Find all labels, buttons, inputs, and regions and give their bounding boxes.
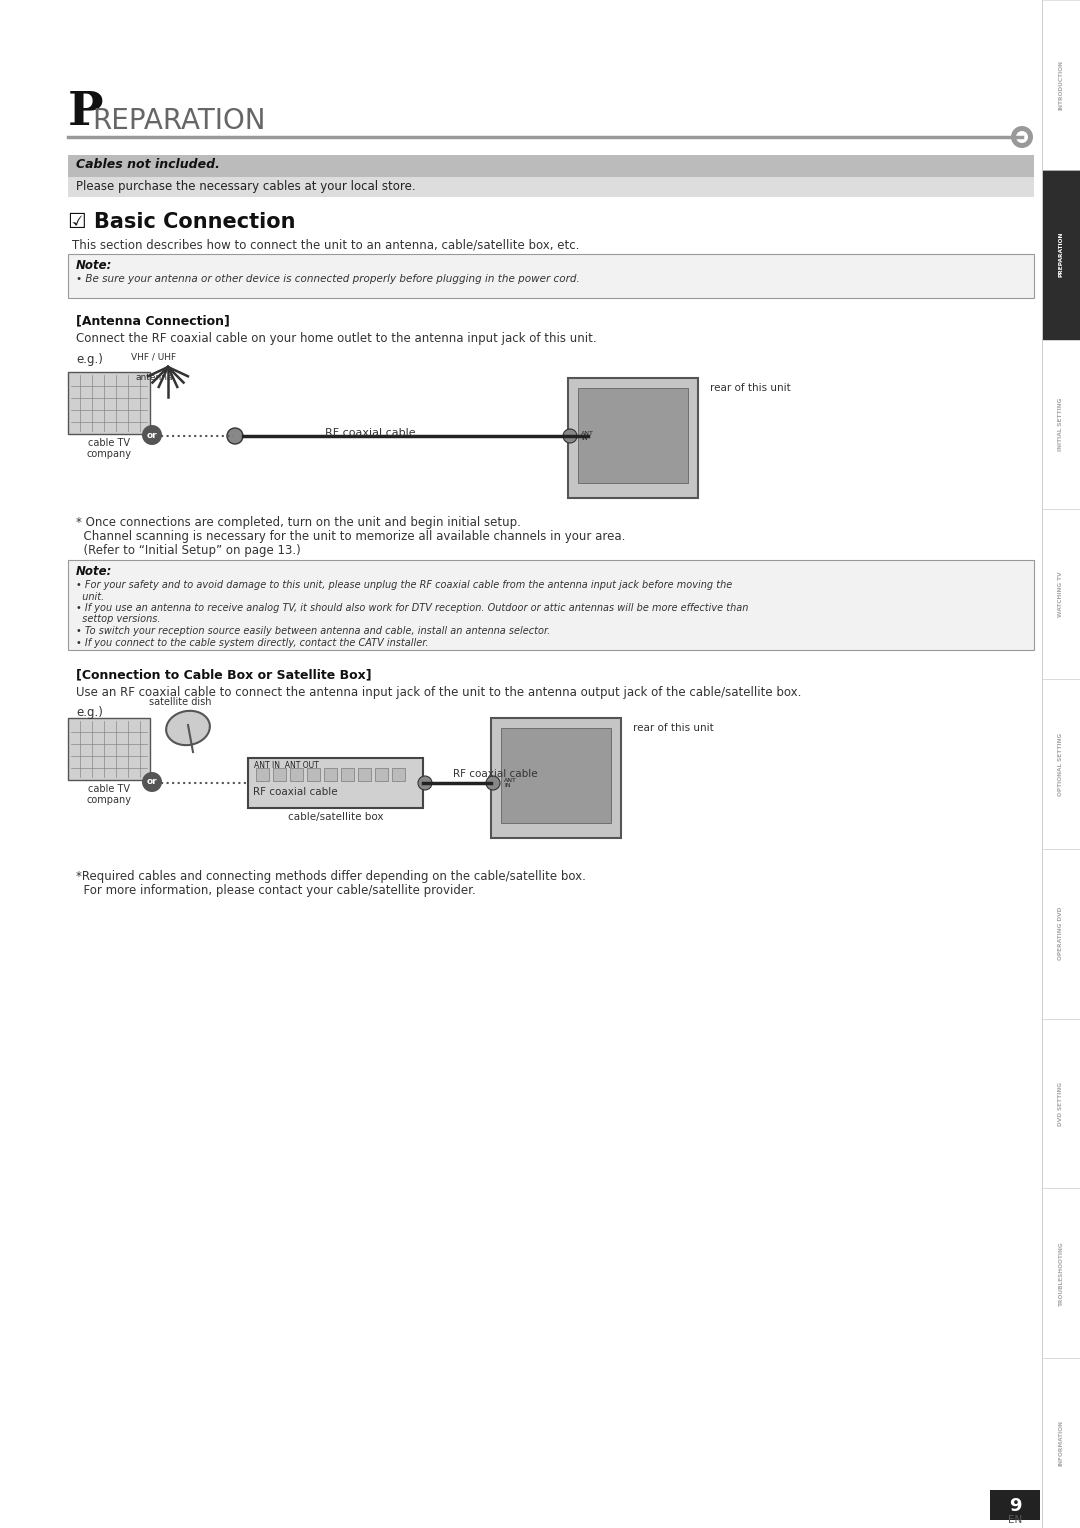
Bar bbox=[568, 377, 698, 498]
Text: ANT IN  ANT OUT: ANT IN ANT OUT bbox=[254, 761, 319, 770]
Text: TROUBLESHOOTING: TROUBLESHOOTING bbox=[1058, 1241, 1064, 1305]
Text: Note:: Note: bbox=[76, 260, 112, 272]
Bar bbox=[1042, 1358, 1080, 1528]
Text: company: company bbox=[86, 449, 132, 458]
Text: satellite dish: satellite dish bbox=[149, 697, 212, 707]
Text: *Required cables and connecting methods differ depending on the cable/satellite : *Required cables and connecting methods … bbox=[76, 869, 585, 883]
Text: rear of this unit: rear of this unit bbox=[710, 384, 791, 393]
Text: • For your safety and to avoid damage to this unit, please unplug the RF coaxial: • For your safety and to avoid damage to… bbox=[76, 581, 732, 590]
Bar bbox=[68, 371, 150, 434]
Circle shape bbox=[1011, 125, 1032, 148]
Text: INITIAL SETTING: INITIAL SETTING bbox=[1058, 397, 1064, 451]
Bar bbox=[291, 769, 303, 781]
Text: RF coaxial cable: RF coaxial cable bbox=[325, 428, 416, 439]
Text: Use an RF coaxial cable to connect the antenna input jack of the unit to the ant: Use an RF coaxial cable to connect the a… bbox=[76, 686, 801, 698]
Text: unit.: unit. bbox=[76, 591, 105, 602]
Text: 9: 9 bbox=[1009, 1497, 1022, 1514]
Text: For more information, please contact your cable/satellite provider.: For more information, please contact you… bbox=[76, 885, 476, 897]
Text: Cables not included.: Cables not included. bbox=[76, 157, 220, 171]
Text: • To switch your reception source easily between antenna and cable, install an a: • To switch your reception source easily… bbox=[76, 626, 550, 636]
Text: e.g.): e.g.) bbox=[76, 706, 103, 720]
Bar bbox=[1042, 850, 1080, 1019]
Text: WATCHING TV: WATCHING TV bbox=[1058, 571, 1064, 617]
Text: OPERATING DVD: OPERATING DVD bbox=[1058, 908, 1064, 961]
Text: This section describes how to connect the unit to an antenna, cable/satellite bo: This section describes how to connect th… bbox=[72, 238, 579, 251]
Text: DVD SETTING: DVD SETTING bbox=[1058, 1082, 1064, 1126]
Text: [Connection to Cable Box or Satellite Box]: [Connection to Cable Box or Satellite Bo… bbox=[76, 668, 372, 681]
Bar bbox=[68, 154, 1034, 177]
Text: cable TV: cable TV bbox=[87, 439, 130, 448]
Text: [Antenna Connection]: [Antenna Connection] bbox=[76, 313, 230, 327]
Text: cable TV: cable TV bbox=[87, 784, 130, 795]
Text: INTRODUCTION: INTRODUCTION bbox=[1058, 60, 1064, 110]
Text: company: company bbox=[86, 795, 132, 805]
Bar bbox=[578, 388, 688, 483]
Text: REPARATION: REPARATION bbox=[92, 107, 266, 134]
Text: ANT
IN: ANT IN bbox=[581, 431, 594, 442]
Bar bbox=[501, 727, 611, 824]
Bar bbox=[68, 254, 1034, 298]
Text: • If you use an antenna to receive analog TV, it should also work for DTV recept: • If you use an antenna to receive analo… bbox=[76, 604, 748, 613]
Circle shape bbox=[141, 425, 162, 445]
Bar bbox=[1042, 170, 1080, 339]
Bar bbox=[68, 177, 1034, 197]
Text: INFORMATION: INFORMATION bbox=[1058, 1420, 1064, 1465]
Bar bbox=[1042, 339, 1080, 509]
Bar bbox=[256, 769, 269, 781]
Text: Note:: Note: bbox=[76, 565, 112, 578]
Text: • Be sure your antenna or other device is connected properly before plugging in : • Be sure your antenna or other device i… bbox=[76, 274, 580, 284]
Bar bbox=[341, 769, 354, 781]
Text: PREPARATION: PREPARATION bbox=[1058, 232, 1064, 278]
Text: P: P bbox=[68, 89, 104, 134]
Text: e.g.): e.g.) bbox=[76, 353, 103, 367]
Circle shape bbox=[227, 428, 243, 445]
Circle shape bbox=[563, 429, 577, 443]
Bar bbox=[1042, 509, 1080, 678]
Circle shape bbox=[486, 776, 500, 790]
Text: antenna: antenna bbox=[135, 373, 173, 382]
Bar bbox=[1042, 1189, 1080, 1358]
Text: Channel scanning is necessary for the unit to memorize all available channels in: Channel scanning is necessary for the un… bbox=[76, 530, 625, 542]
Bar bbox=[68, 718, 150, 779]
Text: or: or bbox=[147, 431, 158, 440]
Bar bbox=[392, 769, 405, 781]
Text: Please purchase the necessary cables at your local store.: Please purchase the necessary cables at … bbox=[76, 180, 416, 193]
Bar bbox=[68, 559, 1034, 649]
Text: OPTIONAL SETTING: OPTIONAL SETTING bbox=[1058, 732, 1064, 796]
Bar bbox=[1042, 1019, 1080, 1189]
Circle shape bbox=[1016, 131, 1028, 144]
Text: settop versions.: settop versions. bbox=[76, 614, 161, 625]
Text: rear of this unit: rear of this unit bbox=[633, 723, 714, 733]
Text: ☑ Basic Connection: ☑ Basic Connection bbox=[68, 212, 296, 232]
Bar bbox=[357, 769, 372, 781]
Text: (Refer to “Initial Setup” on page 13.): (Refer to “Initial Setup” on page 13.) bbox=[76, 544, 300, 558]
Bar bbox=[375, 769, 388, 781]
Text: or: or bbox=[147, 778, 158, 787]
Bar bbox=[491, 718, 621, 837]
Text: cable/satellite box: cable/satellite box bbox=[287, 811, 383, 822]
Text: RF coaxial cable: RF coaxial cable bbox=[253, 787, 338, 798]
Text: VHF / UHF: VHF / UHF bbox=[132, 353, 176, 362]
Bar bbox=[1042, 0, 1080, 170]
Bar bbox=[1042, 678, 1080, 850]
Text: RF coaxial cable: RF coaxial cable bbox=[453, 769, 538, 779]
Circle shape bbox=[418, 776, 432, 790]
Ellipse shape bbox=[166, 711, 210, 746]
Bar bbox=[324, 769, 337, 781]
Circle shape bbox=[141, 772, 162, 792]
Bar bbox=[273, 769, 286, 781]
Text: * Once connections are completed, turn on the unit and begin initial setup.: * Once connections are completed, turn o… bbox=[76, 516, 521, 529]
Text: ANT
IN: ANT IN bbox=[504, 778, 517, 788]
Text: • If you connect to the cable system directly, contact the CATV installer.: • If you connect to the cable system dir… bbox=[76, 637, 429, 648]
Text: EN: EN bbox=[1008, 1514, 1022, 1525]
Bar bbox=[307, 769, 320, 781]
Bar bbox=[248, 758, 423, 808]
Bar bbox=[990, 1490, 1040, 1520]
Text: Connect the RF coaxial cable on your home outlet to the antenna input jack of th: Connect the RF coaxial cable on your hom… bbox=[76, 332, 596, 345]
